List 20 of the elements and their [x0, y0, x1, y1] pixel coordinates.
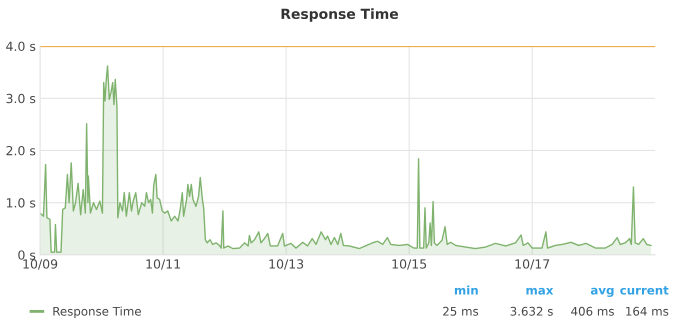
- x-tick-label: 10/09: [23, 259, 58, 270]
- x-tick-label: 10/17: [516, 259, 550, 270]
- x-tick-label: 10/15: [392, 259, 426, 270]
- text: 406 ms: [571, 306, 614, 316]
- y-tick-label: 3.0 s: [6, 94, 36, 104]
- chart-title: Response Time: [282, 8, 398, 22]
- text: current: [620, 286, 669, 295]
- y-tick-label: 0 s: [18, 250, 36, 260]
- y-tick-label: 1.0 s: [6, 198, 36, 208]
- text: 164 ms: [626, 306, 668, 316]
- text: min: [454, 286, 478, 295]
- text: max: [526, 288, 554, 295]
- x-tick-label: 10/11: [146, 259, 180, 270]
- text: avg: [590, 288, 614, 297]
- y-tick-label: 2.0 s: [6, 146, 36, 156]
- x-tick-label: 10/13: [269, 259, 304, 270]
- y-tick-label: 4.0 s: [6, 42, 36, 52]
- text: 25 ms: [443, 306, 478, 316]
- legend-label: Response Time: [53, 306, 141, 318]
- text: 3.632 s: [510, 306, 553, 316]
